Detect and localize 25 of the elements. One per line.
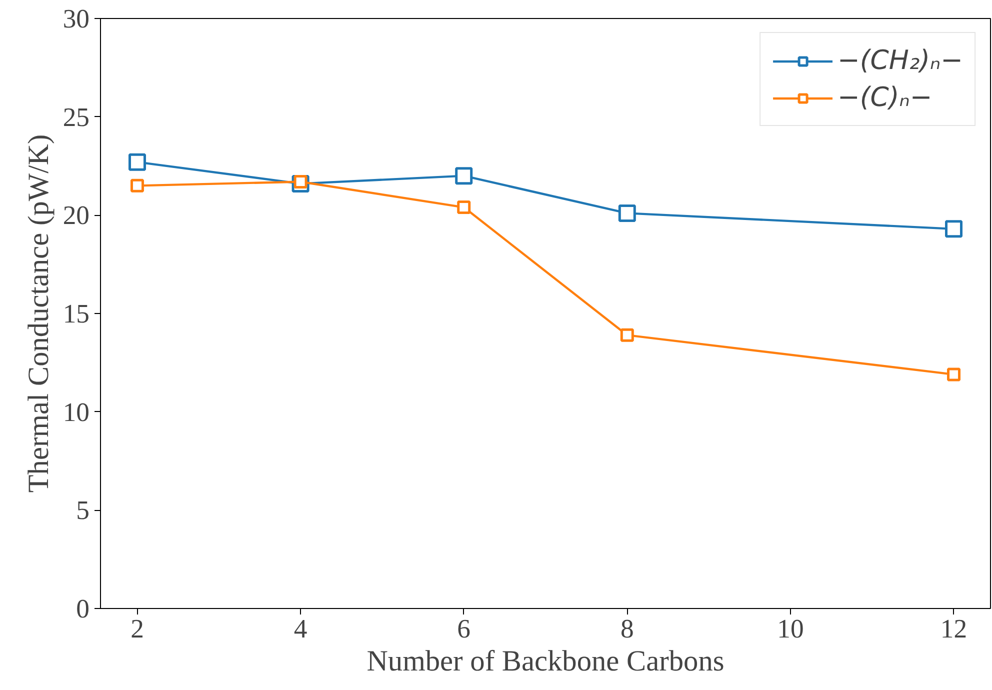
point [947,368,961,382]
point [128,153,146,171]
y-axis-title: Thermal Conductance (pW/K) [22,134,55,493]
point [620,328,634,342]
legend-label: −(CH₂)ₙ− [838,45,963,76]
y-tick-label: 25 [62,102,90,132]
legend-label: −(C)ₙ− [838,82,932,113]
y-tick-label: 10 [62,396,90,427]
y-tick-label: 30 [62,4,90,34]
x-tick-label: 10 [777,614,804,644]
x-tick-label: 12 [940,614,968,644]
point [130,178,144,192]
y-tick-label: 15 [62,298,90,328]
point [457,200,471,214]
x-tick-label: 6 [457,614,471,644]
x-axis-title: Number of Backbone Carbons [366,646,724,678]
x-tick-label: 8 [620,614,634,644]
y-tick-label: 5 [76,495,90,526]
y-tick-label: 0 [76,594,90,624]
point [455,167,473,185]
x-tick-label: 4 [294,614,308,644]
x-tick-label: 2 [130,614,144,644]
y-tick-label: 20 [62,200,90,230]
point [618,204,636,222]
point [945,220,963,238]
